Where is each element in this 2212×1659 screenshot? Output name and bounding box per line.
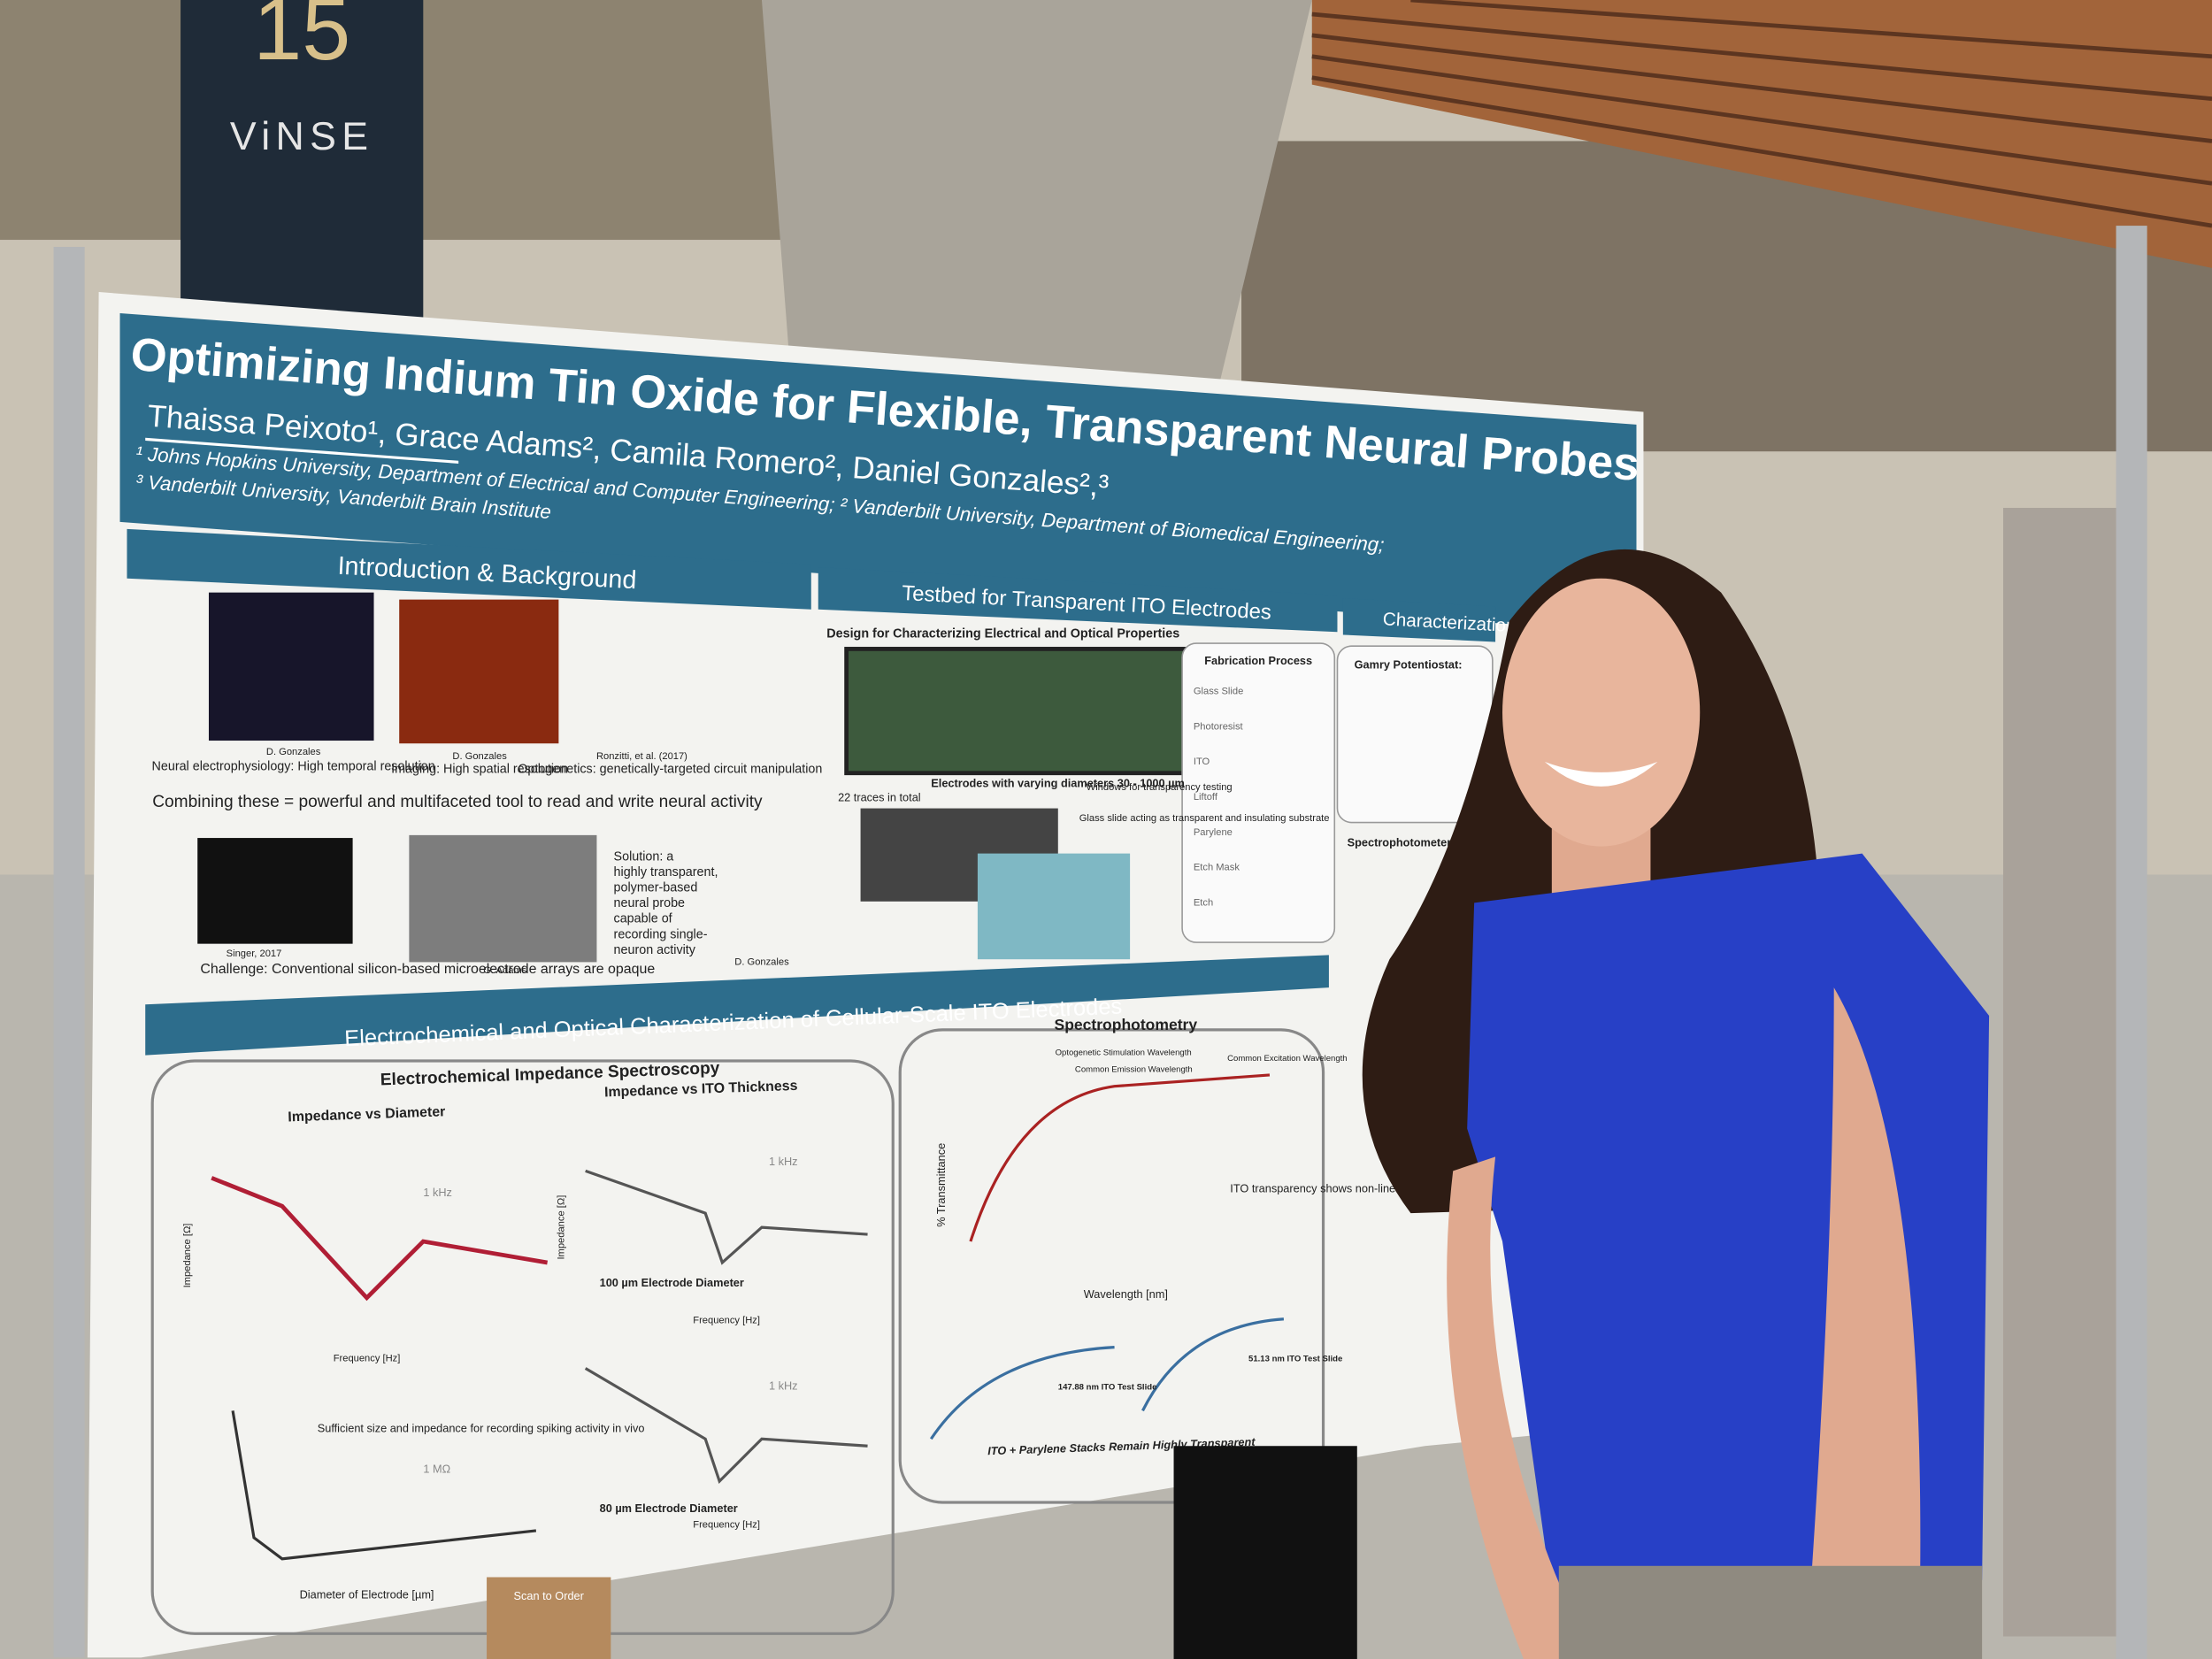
figures bbox=[150, 592, 1494, 1635]
poster-text: 1 kHz bbox=[423, 1186, 452, 1199]
bag bbox=[487, 1577, 611, 1659]
poster-text: Gamry Potentiostat: bbox=[1355, 658, 1463, 672]
poster-text: Neural electrophysiology: High temporal … bbox=[152, 760, 435, 774]
poster-text: Design for Characterizing Electrical and… bbox=[826, 627, 1179, 641]
poster-text: Glass slide acting as transparent and in… bbox=[1079, 813, 1330, 824]
poster-text: 1 kHz bbox=[769, 1155, 798, 1168]
wood-slats bbox=[1311, 0, 2212, 268]
poster-text: 147.88 nm ITO Test Slide bbox=[1058, 1382, 1157, 1392]
pole bbox=[2116, 226, 2147, 1659]
pole bbox=[53, 247, 85, 1658]
poster-text: Imaging: High spatial resolution bbox=[391, 763, 568, 777]
poster-text: Sufficient size and impedance for record… bbox=[318, 1421, 645, 1434]
image-credit: D. Gonzales bbox=[266, 747, 321, 757]
poster-text: polymer-based bbox=[614, 881, 698, 895]
poster-text: 1 MΩ bbox=[423, 1463, 450, 1476]
title-band bbox=[119, 312, 1637, 634]
poster-text: 80 µm Electrode Diameter bbox=[600, 1502, 738, 1515]
poster-text: Challenge: Conventional silicon-based mi… bbox=[200, 962, 655, 977]
fabrication-step: ITO bbox=[1194, 757, 1210, 767]
poster-text: neural probe bbox=[614, 896, 685, 910]
image-credit: G. Adams bbox=[483, 965, 526, 976]
poster-text: Wavelength [nm] bbox=[1084, 1287, 1168, 1301]
poster-text: neuron activity bbox=[614, 943, 696, 957]
poster-text: 1 kHz bbox=[769, 1379, 798, 1392]
poster-text: Spectrophotometry bbox=[1055, 1016, 1198, 1033]
poster-text: Windows for transparency testing bbox=[1087, 782, 1233, 793]
poster-text: Fabrication Process bbox=[1204, 654, 1312, 667]
fabrication-step: Photoresist bbox=[1194, 721, 1244, 732]
fabrication-step: Liftoff bbox=[1194, 792, 1218, 803]
poster-text: 22 traces in total bbox=[838, 791, 921, 804]
fabrication-step: Etch Mask bbox=[1194, 863, 1240, 873]
bag-label: Scan to Order bbox=[514, 1589, 585, 1602]
image-credit: D. Gonzales bbox=[734, 957, 789, 968]
poster-text: Solution: a bbox=[614, 850, 674, 864]
poster-text: Optogenetic Stimulation Wavelength bbox=[1056, 1048, 1192, 1058]
poster-text: Impedance [Ω] bbox=[557, 1195, 567, 1260]
image-credit: D. Gonzales bbox=[452, 751, 507, 762]
poster-text: 51.13 nm ITO Test Slide bbox=[1248, 1355, 1342, 1364]
poster-text: recording single- bbox=[614, 927, 708, 941]
person bbox=[1362, 549, 1990, 1659]
poster-text: Common Emission Wavelength bbox=[1075, 1065, 1193, 1075]
poster-text: highly transparent, bbox=[614, 865, 718, 879]
poster-text: Frequency [Hz] bbox=[693, 1316, 760, 1326]
sign bbox=[180, 0, 424, 318]
sign-number: 15 bbox=[253, 0, 350, 78]
poster-text: Frequency [Hz] bbox=[334, 1354, 401, 1364]
fabrication-step: Etch bbox=[1194, 898, 1213, 909]
fabrication-step: Glass Slide bbox=[1194, 686, 1243, 696]
poster-text: Combining these = powerful and multiface… bbox=[152, 793, 763, 811]
poster-text: capable of bbox=[614, 912, 672, 926]
poster-text: Impedance [Ω] bbox=[182, 1224, 193, 1288]
poster-text: Electrodes with varying diameters 30 - 1… bbox=[931, 777, 1185, 790]
poster-text: Common Excitation Wavelength bbox=[1227, 1054, 1347, 1064]
poster-text: Spectrophotometer bbox=[1348, 836, 1452, 849]
person-legs bbox=[1173, 1446, 1357, 1659]
poster-text: Diameter of Electrode [µm] bbox=[300, 1587, 434, 1601]
image-credit: Ronzitti, et al. (2017) bbox=[596, 751, 687, 762]
poster-text: 100 µm Electrode Diameter bbox=[600, 1276, 744, 1289]
image-credit: Singer, 2017 bbox=[227, 949, 282, 959]
pillar bbox=[761, 0, 1312, 410]
poster-text: Frequency [Hz] bbox=[693, 1520, 760, 1531]
poster-text: Optogenetics: genetically-targeted circu… bbox=[518, 763, 822, 777]
poster-text: Impedance vs Diameter bbox=[288, 1104, 446, 1125]
fabrication-step: Parylene bbox=[1194, 827, 1233, 838]
section-headers bbox=[127, 528, 1496, 1056]
poster-text: % Transmittance bbox=[934, 1143, 948, 1227]
sign-label: ViNSE bbox=[230, 115, 374, 158]
